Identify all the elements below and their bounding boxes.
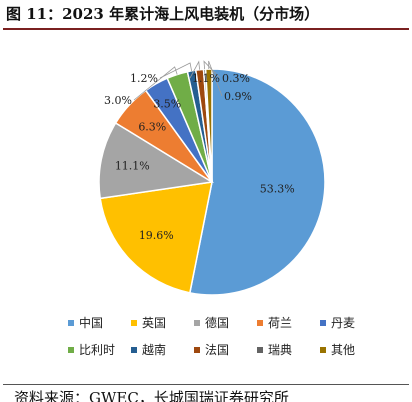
- data-labels: 53.3% 19.6% 11.1% 6.3% 3.5% 3.0% 1.2% 1.1% 0.3% 0…: [104, 72, 295, 242]
- legend-swatch-sweden: [257, 347, 263, 353]
- legend-label-china: 中国: [79, 315, 103, 330]
- legend-label-france: 法国: [205, 343, 229, 357]
- legend-label-sweden: 瑞典: [268, 343, 292, 357]
- data-label-china: 53.3%: [260, 183, 295, 196]
- leader-line-belgium: [133, 66, 178, 101]
- legend-swatch-france: [194, 347, 200, 353]
- legend-label-germany: 德国: [205, 315, 229, 330]
- leader-lines: [133, 60, 223, 101]
- legend-swatch-denmark: [320, 320, 326, 326]
- data-label-sweden: 0.3%: [222, 72, 250, 85]
- legend-label-belgium: 比利时: [79, 343, 115, 357]
- legend-label-other: 其他: [331, 343, 355, 357]
- legend-label-denmark: 丹麦: [331, 316, 355, 330]
- legend-swatch-germany: [194, 320, 200, 326]
- pie-slice-china: [188, 68, 326, 296]
- leader-line-sweden: [203, 60, 221, 79]
- legend-swatch-vietnam: [131, 347, 137, 353]
- leader-line-vietnam: [159, 62, 192, 79]
- pie-slice-uk: [99, 181, 213, 294]
- data-label-vietnam: 1.2%: [130, 72, 158, 85]
- leader-line-other: [208, 60, 223, 97]
- source-note: 资料来源：GWEC，长城国瑞证券研究所: [14, 389, 289, 402]
- pie-chart-svg: 53.3% 19.6% 11.1% 6.3% 3.5% 3.0% 1.2% 1.1% 0.3% 0…: [68, 60, 355, 357]
- data-label-uk: 19.6%: [139, 229, 174, 242]
- data-label-other: 0.9%: [224, 90, 252, 103]
- legend-swatch-uk: [131, 320, 137, 326]
- legend-swatch-other: [320, 347, 326, 353]
- legend-swatch-china: [68, 320, 74, 326]
- data-label-belgium: 3.0%: [104, 94, 132, 107]
- title-divider: [3, 28, 409, 30]
- legend-label-vietnam: 越南: [142, 342, 166, 357]
- legend-label-netherlands: 荷兰: [268, 316, 292, 330]
- pie-chart: 53.3% 19.6% 11.1% 6.3% 3.5% 3.0% 1.2% 1.1% 0.3% 0…: [0, 32, 412, 372]
- data-label-denmark: 3.5%: [153, 97, 181, 110]
- source-divider: [3, 384, 409, 385]
- data-label-france: 1.1%: [192, 72, 220, 85]
- figure-title: 图 11：2023 年累计海上风电装机（分市场）: [6, 5, 320, 23]
- data-label-netherlands: 6.3%: [138, 121, 166, 134]
- legend-swatch-belgium: [68, 347, 74, 353]
- pie-slices: [98, 68, 326, 296]
- legend-swatch-netherlands: [257, 320, 263, 326]
- legend-label-uk: 英国: [142, 316, 166, 330]
- data-label-germany: 11.1%: [115, 160, 150, 173]
- pie-slice-germany: [98, 121, 215, 200]
- leader-line-france: [189, 60, 200, 79]
